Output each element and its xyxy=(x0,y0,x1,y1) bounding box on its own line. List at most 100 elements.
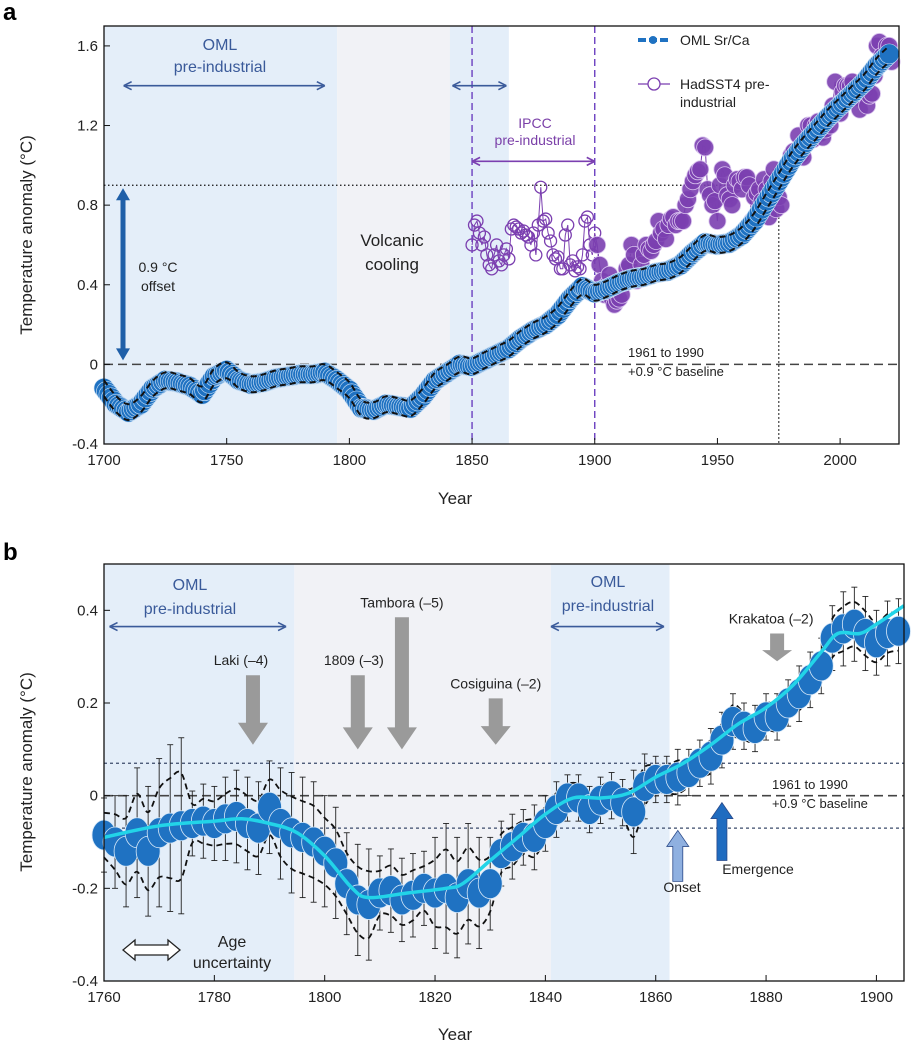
oml-point xyxy=(477,868,503,900)
legend: OML Sr/Ca HadSST4 pre- industrial xyxy=(638,32,770,110)
hadsst-point xyxy=(526,226,541,240)
offset-arrow-head-up xyxy=(116,188,130,201)
oml-preindustrial-arrow-2-head-right xyxy=(655,621,665,632)
age-uncertainty-line2: uncertainty xyxy=(193,955,271,972)
ipcc-preindustrial-label-line1: IPCC xyxy=(518,115,551,131)
y-tick-label: 1.6 xyxy=(77,38,98,55)
plot-frame xyxy=(103,25,900,445)
oml-point xyxy=(621,796,647,828)
smoothed-line xyxy=(103,604,905,900)
x-tick-label: 1820 xyxy=(418,989,451,1006)
y-tick-label: 0.4 xyxy=(77,277,98,294)
y-tick-label: 0.2 xyxy=(77,695,98,712)
event-arrows xyxy=(237,617,793,882)
oml-preindustrial-b2-line2: pre-industrial xyxy=(562,598,654,615)
x-tick-label: 1780 xyxy=(198,989,231,1006)
hadsst-point xyxy=(708,212,727,230)
emergence-arrow xyxy=(710,801,734,861)
hadsst-point xyxy=(561,218,575,232)
x-tick-label: 1800 xyxy=(333,452,366,469)
legend-hadsst-marker xyxy=(638,77,670,91)
x-tick-label: 1850 xyxy=(455,452,488,469)
oml-preindustrial-arrow-2-head-left xyxy=(550,621,560,632)
oml-preindustrial-arrow-head-left xyxy=(109,621,118,632)
volcanic-cooling-label-line2: cooling xyxy=(365,255,419,274)
oml-point xyxy=(878,43,900,65)
baseline-label-b-line1: 1961 to 1990 xyxy=(772,777,848,792)
baseline-label-a-line2: +0.9 °C baseline xyxy=(628,364,724,379)
volcano-label-cosiguina: Cosiguina (–2) xyxy=(450,675,541,691)
panel-a-axes: 1700 1750 1800 1850 1900 1950 2000 -0.4 0 0.4 0.8 1… xyxy=(72,25,900,469)
oml-series xyxy=(93,43,900,423)
y-tick-label: -0.2 xyxy=(72,880,98,897)
shaded-period-oml-pre-industrial xyxy=(104,564,295,981)
x-axis-title-b: Year xyxy=(438,1025,473,1044)
oml-preindustrial-arrow-head-left xyxy=(123,80,132,91)
hadsst-point xyxy=(477,230,491,244)
x-tick-label: 1700 xyxy=(87,452,120,469)
hadsst-point xyxy=(539,212,553,226)
ipcc-preindustrial-arrow-head-left xyxy=(471,156,481,167)
baseline-label-b-line2: +0.9 °C baseline xyxy=(772,796,868,811)
x-tick-label: 1800 xyxy=(308,989,341,1006)
hadsst-point xyxy=(529,248,543,262)
smoothed-series xyxy=(103,604,905,900)
y-tick-label: -0.4 xyxy=(72,973,98,990)
hadsst-point xyxy=(696,138,715,157)
y-axis-title-b: Temperature anomaly (°C) xyxy=(17,672,36,872)
hadsst-point xyxy=(507,218,521,232)
hadsst-point xyxy=(674,212,692,230)
volcano-arrow xyxy=(342,675,373,750)
x-tick-label: 1900 xyxy=(860,989,893,1006)
oml-preindustrial-label-line2: pre-industrial xyxy=(174,59,266,76)
hadsst-point xyxy=(723,196,742,215)
offset-label-line1: 0.9 °C xyxy=(138,259,177,275)
panel-label-a: a xyxy=(3,0,17,26)
y-tick-label: 0 xyxy=(90,356,98,373)
y-axis-title-a: Temperature anomaly (°C) xyxy=(17,135,36,335)
hadsst-point xyxy=(467,218,482,232)
y-tick-label: 0 xyxy=(90,788,98,805)
x-tick-label: 1950 xyxy=(701,452,734,469)
x-tick-label: 1860 xyxy=(639,989,672,1006)
hadsst-point xyxy=(502,252,516,266)
baseline-label-a-line1: 1961 to 1990 xyxy=(628,345,704,360)
hadsst-point xyxy=(558,228,572,242)
x-tick-label: 1900 xyxy=(578,452,611,469)
x-axis-title-a: Year xyxy=(438,489,473,508)
ipcc-preindustrial-arrow-head-right xyxy=(586,156,596,167)
hadsst-point xyxy=(570,260,585,274)
onset-arrow xyxy=(666,829,690,882)
panel-b: 1760 1780 1800 1820 1840 1860 1880 1900 -0.4 -0.2… xyxy=(3,539,911,1044)
oml-preindustrial-b1-line2: pre-industrial xyxy=(144,601,236,618)
legend-oml-marker xyxy=(638,36,668,44)
hadsst-point xyxy=(580,210,595,224)
envelope-lower xyxy=(103,645,899,940)
oml-preindustrial-b2-line1: OML xyxy=(591,574,626,591)
hadsst-point xyxy=(534,180,548,194)
oml-preindustrial-arrow-head-right xyxy=(277,621,287,632)
panel-label-b: b xyxy=(3,539,18,566)
x-tick-label: 1760 xyxy=(87,989,120,1006)
plot-frame xyxy=(103,563,905,982)
offset-arrow-head-down xyxy=(116,348,130,361)
panel-b-shading xyxy=(104,564,670,981)
offset-label-line2: offset xyxy=(141,278,175,294)
legend-hadsst-label-line2: industrial xyxy=(680,94,736,110)
y-tick-label: -0.4 xyxy=(72,436,98,453)
volcano-arrow xyxy=(762,633,793,662)
oml-envelope-lower xyxy=(103,61,890,422)
hadsst-point xyxy=(543,234,558,248)
ipcc-preindustrial-label-line2: pre-industrial xyxy=(495,132,576,148)
x-tick-label: 1880 xyxy=(749,989,782,1006)
volcano-arrow xyxy=(386,617,417,750)
oml-preindustrial-arrow-head-right xyxy=(316,80,326,91)
volcano-label-1809: 1809 (–3) xyxy=(324,652,384,668)
x-tick-label: 2000 xyxy=(823,452,856,469)
legend-hadsst-label-line1: HadSST4 pre- xyxy=(680,76,770,92)
oml-point xyxy=(808,650,834,682)
x-tick-label: 1750 xyxy=(210,452,243,469)
shaded-period-volcanic-cooling xyxy=(294,564,551,981)
volcano-label-tambora: Tambora (–5) xyxy=(360,594,443,610)
